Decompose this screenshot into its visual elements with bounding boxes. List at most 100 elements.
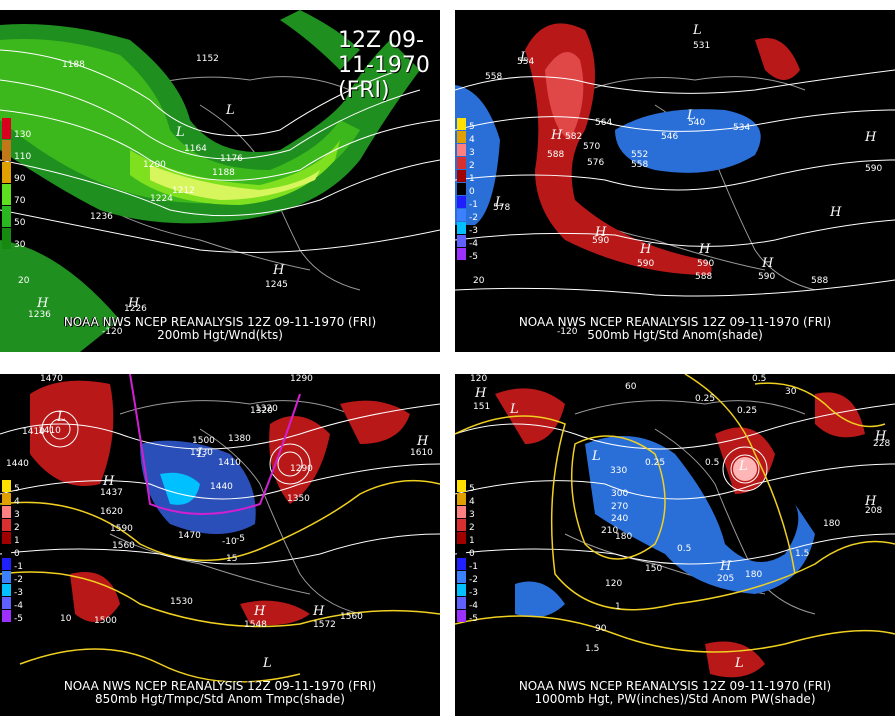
contour-value: 1226 — [124, 304, 147, 314]
high-marker: H — [595, 225, 607, 240]
pw-label: 0.5 — [752, 374, 767, 384]
scale-swatch — [457, 545, 466, 557]
contour-value: 558 — [631, 160, 649, 170]
scale-tick: 110 — [14, 152, 32, 162]
scale-swatch — [457, 532, 466, 544]
scale-tick: -5 — [14, 614, 23, 624]
panel-850mb-map: 5 4 3 2 1 0 -1 -2 -3 -4 -5 L L L H H H H… — [0, 374, 440, 716]
pw-label: 1.5 — [795, 549, 810, 559]
contour-value: 151 — [473, 402, 491, 412]
freezing-line — [129, 374, 301, 515]
contour-value: 546 — [661, 132, 679, 142]
high-marker: H — [865, 130, 877, 145]
scale-swatch — [2, 228, 11, 249]
scale-tick: -3 — [469, 588, 478, 598]
contour-value: 588 — [547, 150, 565, 160]
contour-value: 588 — [811, 276, 829, 286]
longitude-label: -120 — [102, 327, 123, 337]
temperature-contours — [0, 479, 440, 683]
panel-500mb-graphics — [455, 23, 895, 297]
scale-swatch — [2, 506, 11, 518]
pw-label: 0.5 — [705, 458, 720, 468]
contour-value: 1320 — [255, 404, 278, 414]
scale-tick: 90 — [14, 174, 26, 184]
contour-value: 1610 — [410, 448, 433, 458]
contour-value: 1410 — [22, 427, 45, 437]
temperature-label: 15 — [226, 554, 238, 564]
contour-value: 590 — [865, 164, 883, 174]
scale-tick: -3 — [14, 588, 23, 598]
scale-tick: 3 — [14, 510, 20, 520]
contour-value: 1290 — [290, 464, 313, 474]
scale-tick: -2 — [14, 575, 23, 585]
scale-tick: 70 — [14, 196, 26, 206]
contour-value: 1380 — [228, 434, 251, 444]
contour-value: 1410 — [38, 426, 61, 436]
contour-value: 590 — [758, 272, 776, 282]
scale-tick: 1 — [14, 536, 20, 546]
high-marker: H — [762, 256, 774, 271]
contour-value: 1320 — [250, 406, 273, 416]
scale-swatch — [457, 196, 466, 208]
contour-value: 590 — [592, 236, 610, 246]
high-marker: H — [875, 429, 887, 444]
contour-value: 1236 — [90, 212, 113, 222]
scale-tick: -1 — [469, 200, 478, 210]
panel-subtitle: 1000mb Hgt, PW(inches)/Std Anom PW(shade… — [534, 692, 816, 706]
contour-value: 1245 — [265, 280, 288, 290]
contour-value: 300 — [611, 489, 629, 499]
pw-label: 0.25 — [737, 406, 758, 416]
scale-swatch — [457, 144, 466, 156]
scale-swatch — [457, 597, 466, 609]
scale-swatch — [457, 480, 466, 492]
scale-swatch — [2, 571, 11, 583]
scale-swatch — [457, 222, 466, 234]
scale-tick: 0 — [469, 549, 475, 559]
latitude-label: 20 — [473, 276, 485, 286]
contour-value: 564 — [595, 118, 613, 128]
color-scale-200mb: 130 110 90 70 50 30 — [2, 118, 38, 258]
low-marker: L — [57, 410, 66, 425]
pw-contours — [455, 374, 895, 653]
scale-tick: 1 — [469, 174, 475, 184]
contour-value: 531 — [693, 41, 711, 51]
coastlines — [109, 400, 361, 615]
scale-tick: 4 — [469, 135, 475, 145]
pw-label: 0.25 — [695, 394, 716, 404]
height-contours — [455, 69, 895, 297]
contour-value: 1176 — [220, 154, 243, 164]
scale-tick: -5 — [469, 252, 478, 262]
scale-swatch — [2, 532, 11, 544]
contour-value: 570 — [583, 142, 601, 152]
contour-value: 1560 — [112, 541, 135, 551]
contour-value: 588 — [695, 272, 713, 282]
scale-tick: -5 — [469, 614, 478, 624]
contour-value: 1200 — [143, 160, 166, 170]
scale-swatch — [457, 519, 466, 531]
high-marker: H — [475, 386, 487, 401]
high-marker: H — [699, 242, 711, 257]
high-marker: H — [103, 474, 115, 489]
scale-swatch — [2, 558, 11, 570]
contour-value: 582 — [565, 132, 583, 142]
contour-value: 120 — [605, 579, 623, 589]
scale-swatch — [457, 118, 466, 130]
scale-tick: -4 — [14, 601, 23, 611]
scale-tick: -4 — [469, 239, 478, 249]
low-marker: L — [495, 195, 504, 210]
scale-swatch — [457, 209, 466, 221]
panel-200mb-map: 12Z 09-11-1970 (FRI) 130 110 90 70 50 30… — [0, 10, 440, 352]
scale-tick: 2 — [469, 161, 475, 171]
contour-value: 1350 — [287, 494, 310, 504]
contour-value: 180 — [745, 570, 763, 580]
contour-value: 576 — [587, 158, 605, 168]
high-marker: H — [313, 604, 325, 619]
scale-swatch — [2, 206, 11, 227]
scale-swatch — [2, 140, 11, 161]
contour-value: 1290 — [290, 374, 313, 384]
high-marker: H — [37, 296, 49, 311]
scale-tick: -1 — [14, 562, 23, 572]
scale-tick: 3 — [469, 148, 475, 158]
scale-swatch — [2, 545, 11, 557]
